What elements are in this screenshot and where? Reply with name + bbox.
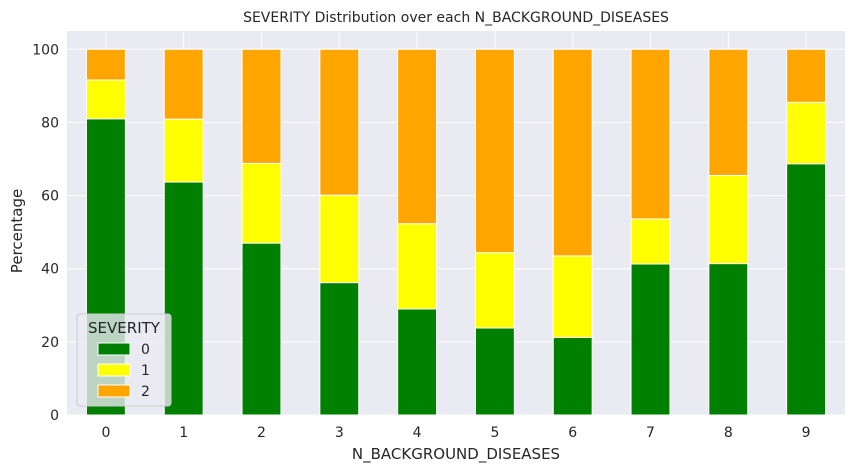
- bars: [85, 48, 827, 416]
- chart-title: SEVERITY Distribution over each N_BACKGR…: [243, 10, 669, 26]
- x-tick-label: 3: [335, 425, 344, 441]
- x-axis-ticks: 0 1 2 3 4 5 6 7 8 9: [101, 425, 810, 441]
- legend: SEVERITY 0 1 2: [76, 313, 172, 407]
- bar-segment-7-severity-2: [630, 48, 671, 220]
- y-tick-label: 100: [32, 42, 59, 58]
- bar-segment-0-severity-2: [85, 48, 126, 81]
- bar-segment-6-severity-1: [552, 255, 593, 338]
- bar-segment-4-severity-2: [397, 48, 438, 225]
- bar-segment-7-severity-0: [630, 263, 671, 416]
- x-tick-label: 0: [101, 425, 110, 441]
- y-tick-label: 80: [41, 115, 59, 131]
- x-tick-label: 2: [257, 425, 266, 441]
- bar-segment-8-severity-0: [708, 263, 749, 416]
- legend-items: 0 1 2: [97, 342, 150, 400]
- legend-swatch-0: [97, 342, 131, 356]
- bar-segment-3-severity-0: [319, 282, 360, 416]
- bar-segment-4-severity-1: [397, 223, 438, 310]
- bar-segment-9-severity-0: [786, 163, 827, 416]
- bar-segment-1-severity-2: [163, 48, 204, 120]
- x-tick-label: 1: [179, 425, 188, 441]
- legend-swatch-2: [97, 384, 131, 398]
- legend-title: SEVERITY: [88, 319, 161, 337]
- bar-segment-5-severity-0: [474, 327, 515, 416]
- y-tick-label: 20: [41, 335, 59, 351]
- bar-segment-6-severity-2: [552, 48, 593, 257]
- y-tick-label: 60: [41, 189, 59, 205]
- bar-segment-7-severity-1: [630, 218, 671, 265]
- bar-segment-1-severity-1: [163, 118, 204, 183]
- bar-segment-8-severity-2: [708, 48, 749, 176]
- bar-segment-9-severity-2: [786, 48, 827, 103]
- x-tick-label: 4: [413, 425, 422, 441]
- bar-segment-9-severity-1: [786, 101, 827, 165]
- bar-segment-5-severity-2: [474, 48, 515, 254]
- bar-segment-3-severity-1: [319, 194, 360, 284]
- x-tick-label: 9: [802, 425, 811, 441]
- legend-label-0: 0: [141, 342, 150, 358]
- legend-label-2: 2: [141, 384, 150, 400]
- x-tick-label: 7: [646, 425, 655, 441]
- bar-segment-2-severity-0: [241, 242, 282, 416]
- legend-label-1: 1: [141, 363, 150, 379]
- x-axis-label: N_BACKGROUND_DISEASES: [352, 445, 560, 464]
- x-tick-label: 8: [724, 425, 733, 441]
- bar-segment-2-severity-1: [241, 162, 282, 244]
- x-tick-label: 5: [490, 425, 499, 441]
- bar-segment-5-severity-1: [474, 252, 515, 329]
- legend-swatch-1: [97, 363, 131, 377]
- legend-box: [76, 313, 172, 407]
- bar-segment-6-severity-0: [552, 336, 593, 416]
- y-tick-label: 40: [41, 262, 59, 278]
- bar-segment-3-severity-2: [319, 48, 360, 196]
- x-tick-label: 6: [568, 425, 577, 441]
- y-axis-label: Percentage: [8, 189, 26, 273]
- bar-segment-0-severity-1: [85, 79, 126, 120]
- y-tick-label: 0: [50, 408, 59, 424]
- bar-segment-4-severity-0: [397, 308, 438, 416]
- bar-segment-2-severity-2: [241, 48, 282, 164]
- bar-segment-8-severity-1: [708, 174, 749, 265]
- y-axis-ticks: 0 20 40 60 80 100: [32, 42, 59, 424]
